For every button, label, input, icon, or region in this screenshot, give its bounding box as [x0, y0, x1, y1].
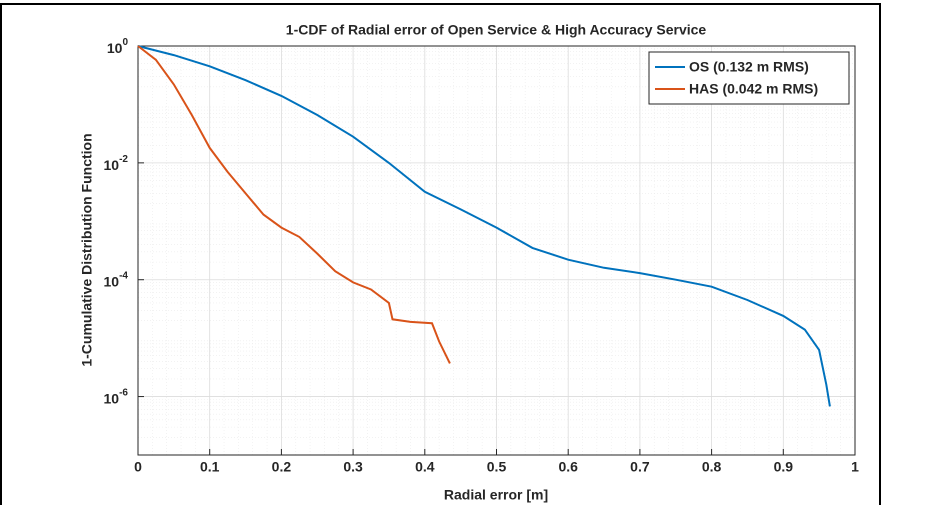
- x-tick-label: 1: [851, 459, 859, 475]
- y-tick-base: 10: [104, 157, 120, 173]
- chart-title: 1-CDF of Radial error of Open Service & …: [286, 22, 707, 38]
- y-axis-label: 1-Cumulative Distribution Function: [79, 133, 95, 366]
- y-tick-base: 10: [104, 273, 120, 289]
- x-tick-label: 0.7: [630, 459, 650, 475]
- y-tick-base: 10: [104, 390, 120, 406]
- legend-label: HAS (0.042 m RMS): [689, 81, 818, 97]
- x-tick-label: 0.4: [415, 459, 435, 475]
- x-tick-label: 0: [134, 459, 142, 475]
- y-tick-label: 100: [107, 37, 129, 56]
- x-tick-label: 0.1: [200, 459, 220, 475]
- series-line: [137, 45, 451, 364]
- x-tick-label: 0.9: [774, 459, 794, 475]
- legend-label: OS (0.132 m RMS): [689, 59, 809, 75]
- y-tick-exponent: -4: [119, 270, 128, 281]
- y-tick-base: 10: [107, 40, 123, 56]
- y-tick-label: 10-6: [104, 387, 129, 406]
- y-tick-label: 10-4: [104, 270, 129, 289]
- x-tick-label: 0.3: [343, 459, 363, 475]
- y-tick-label: 10-2: [104, 153, 129, 172]
- x-axis-label: Radial error [m]: [444, 487, 548, 503]
- y-tick-exponent: 0: [122, 37, 128, 48]
- legend-box: [648, 51, 850, 105]
- y-tick-exponent: -2: [119, 153, 128, 164]
- series-line: [137, 45, 831, 407]
- y-tick-exponent: -6: [119, 387, 128, 398]
- x-tick-label: 0.6: [558, 459, 578, 475]
- x-tick-label: 0.8: [702, 459, 722, 475]
- x-tick-label: 0.2: [272, 459, 292, 475]
- x-tick-label: 0.5: [487, 459, 507, 475]
- plot-frame: [137, 45, 856, 456]
